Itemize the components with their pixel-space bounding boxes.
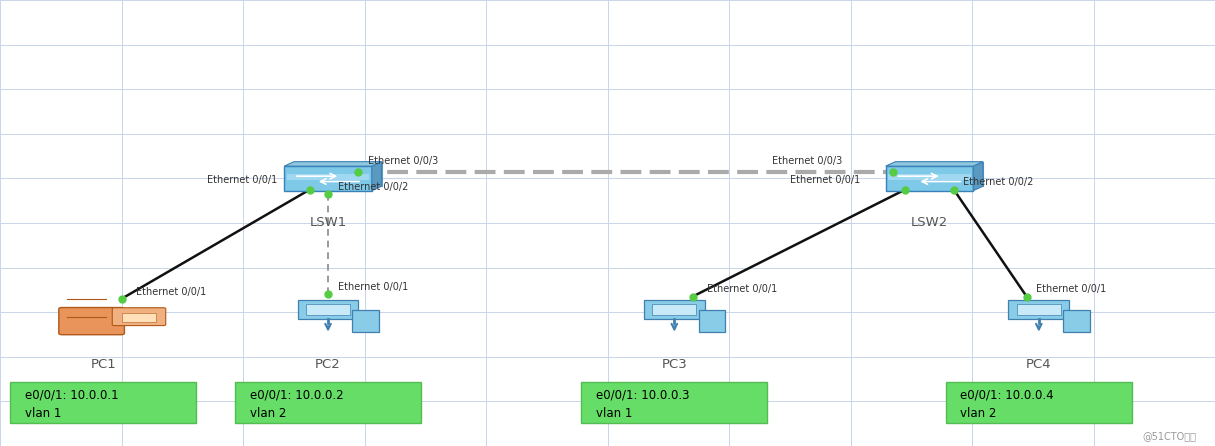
- Text: LSW1: LSW1: [310, 216, 346, 229]
- FancyBboxPatch shape: [652, 304, 696, 315]
- Text: e0/0/1: 10.0.0.3
vlan 1: e0/0/1: 10.0.0.3 vlan 1: [597, 389, 689, 420]
- Text: Ethernet 0/0/1: Ethernet 0/0/1: [136, 287, 207, 297]
- FancyBboxPatch shape: [352, 310, 379, 332]
- Text: e0/0/1: 10.0.0.1
vlan 1: e0/0/1: 10.0.0.1 vlan 1: [26, 389, 119, 420]
- Text: PC3: PC3: [661, 358, 688, 371]
- Text: Ethernet 0/0/1: Ethernet 0/0/1: [207, 175, 277, 185]
- Text: Ethernet 0/0/3: Ethernet 0/0/3: [368, 157, 439, 166]
- Text: LSW2: LSW2: [911, 216, 948, 229]
- FancyBboxPatch shape: [298, 300, 358, 319]
- FancyBboxPatch shape: [284, 166, 372, 191]
- FancyBboxPatch shape: [1017, 304, 1061, 315]
- FancyBboxPatch shape: [306, 304, 350, 315]
- Text: Ethernet 0/0/3: Ethernet 0/0/3: [772, 157, 842, 166]
- FancyBboxPatch shape: [58, 308, 124, 334]
- FancyBboxPatch shape: [11, 382, 197, 423]
- FancyBboxPatch shape: [644, 300, 705, 319]
- FancyBboxPatch shape: [888, 174, 971, 180]
- Polygon shape: [886, 162, 983, 166]
- Text: Ethernet 0/0/1: Ethernet 0/0/1: [1036, 285, 1107, 294]
- Text: Ethernet 0/0/1: Ethernet 0/0/1: [338, 282, 408, 292]
- FancyBboxPatch shape: [294, 161, 382, 186]
- Text: Ethernet 0/0/1: Ethernet 0/0/1: [790, 175, 860, 185]
- FancyBboxPatch shape: [236, 382, 422, 423]
- Text: Ethernet 0/0/1: Ethernet 0/0/1: [707, 285, 778, 294]
- FancyBboxPatch shape: [699, 310, 725, 332]
- Text: Ethernet 0/0/2: Ethernet 0/0/2: [338, 182, 408, 192]
- FancyBboxPatch shape: [886, 166, 973, 191]
- FancyBboxPatch shape: [1008, 300, 1069, 319]
- FancyBboxPatch shape: [582, 382, 768, 423]
- FancyBboxPatch shape: [895, 161, 983, 186]
- Polygon shape: [284, 162, 382, 166]
- FancyBboxPatch shape: [945, 382, 1132, 423]
- Text: PC2: PC2: [315, 358, 341, 371]
- Text: PC4: PC4: [1025, 358, 1052, 371]
- Text: Ethernet 0/0/2: Ethernet 0/0/2: [963, 178, 1034, 187]
- FancyBboxPatch shape: [1063, 310, 1090, 332]
- Text: e0/0/1: 10.0.0.2
vlan 2: e0/0/1: 10.0.0.2 vlan 2: [250, 389, 344, 420]
- Polygon shape: [372, 162, 382, 191]
- Text: e0/0/1: 10.0.0.4
vlan 2: e0/0/1: 10.0.0.4 vlan 2: [960, 389, 1055, 420]
- Text: @51CTO博客: @51CTO博客: [1143, 431, 1197, 441]
- FancyBboxPatch shape: [112, 308, 165, 326]
- Text: PC1: PC1: [90, 358, 117, 371]
- Polygon shape: [973, 162, 983, 191]
- FancyBboxPatch shape: [122, 313, 156, 322]
- FancyBboxPatch shape: [287, 174, 369, 180]
